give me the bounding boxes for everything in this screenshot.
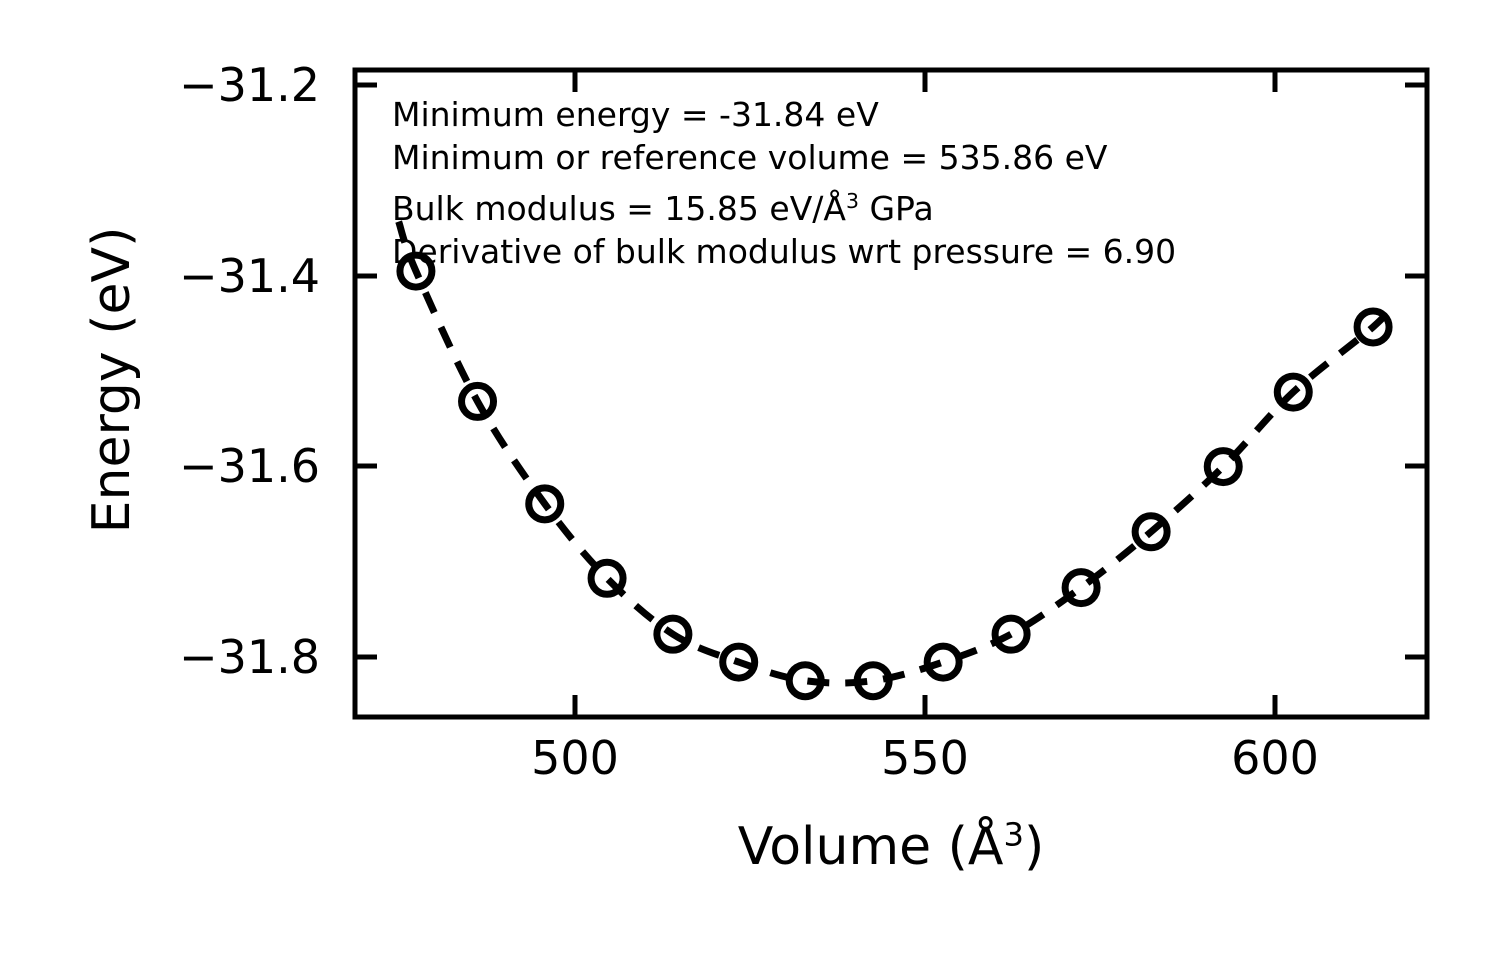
data-point-marker bbox=[458, 381, 498, 421]
xtick-label-1: 550 bbox=[881, 731, 969, 785]
annotation-bulk-modulus-text: Bulk modulus = 15.85 eV/Å bbox=[392, 188, 846, 228]
fit-parameters-annotation: Minimum energy = -31.84 eV Minimum or re… bbox=[392, 94, 1352, 274]
data-point-marker bbox=[396, 251, 436, 291]
data-point-marker bbox=[853, 661, 893, 701]
annotation-bulk-modulus-unit: GPa bbox=[858, 188, 934, 228]
annotation-bulk-modulus-derivative: Derivative of bulk modulus wrt pressure … bbox=[392, 231, 1177, 271]
data-point-marker bbox=[653, 614, 693, 654]
data-point-marker bbox=[587, 558, 627, 598]
annotation-bulk-modulus: Bulk modulus = 15.85 eV/Å3 GPa bbox=[392, 188, 1352, 231]
x-axis-label: Volume (Å3) bbox=[355, 815, 1427, 878]
annotation-bulk-modulus-exponent: 3 bbox=[845, 188, 859, 213]
x-axis-label-exponent: 3 bbox=[1003, 815, 1024, 854]
x-axis-label-tail: ) bbox=[1024, 817, 1045, 877]
ytick-label-0: −31.2 bbox=[179, 58, 320, 112]
data-point-marker bbox=[719, 642, 759, 682]
xtick-label-0: 500 bbox=[531, 731, 619, 785]
series-eos-curve bbox=[395, 220, 1399, 701]
data-point-marker bbox=[1273, 372, 1313, 412]
annotation-minimum-volume: Minimum or reference volume = 535.86 eV bbox=[392, 137, 1108, 177]
data-point-marker bbox=[1353, 307, 1393, 347]
y-tick-marks bbox=[355, 82, 1427, 660]
x-tick-marks bbox=[572, 70, 1278, 717]
data-point-marker bbox=[525, 484, 565, 524]
ytick-label-3: −31.8 bbox=[179, 630, 320, 684]
data-point-marker bbox=[785, 661, 825, 701]
ytick-label-2: −31.6 bbox=[179, 439, 320, 493]
data-point-marker bbox=[1131, 512, 1171, 552]
axes-frame bbox=[352, 67, 1430, 720]
data-point-marker bbox=[1061, 568, 1101, 608]
data-point-marker bbox=[1203, 447, 1243, 487]
x-axis-label-text: Volume (Å bbox=[737, 817, 1004, 877]
data-point-marker bbox=[923, 642, 963, 682]
ytick-label-1: −31.4 bbox=[179, 249, 320, 303]
data-point-marker bbox=[991, 614, 1031, 654]
annotation-minimum-energy: Minimum energy = -31.84 eV bbox=[392, 95, 879, 134]
xtick-label-2: 600 bbox=[1231, 731, 1319, 785]
y-axis-label: Energy (eV) bbox=[82, 226, 142, 534]
